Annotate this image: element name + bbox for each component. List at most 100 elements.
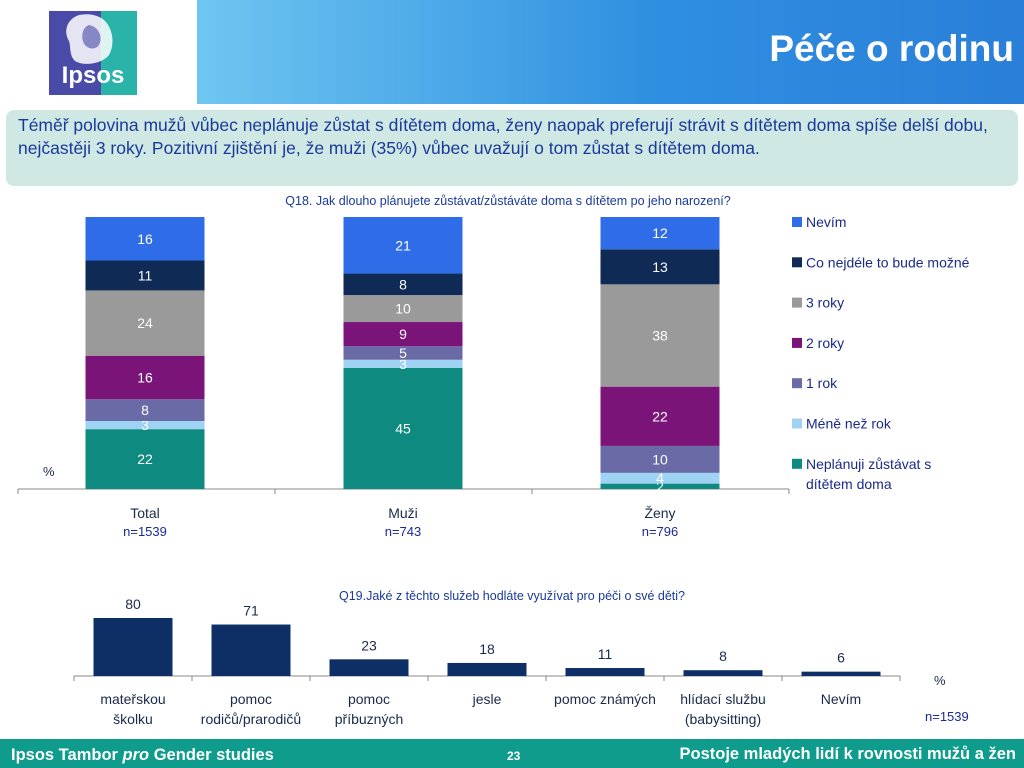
segment-label: 16	[137, 231, 153, 247]
segment-label: 4	[656, 470, 664, 486]
page-number: 23	[507, 749, 521, 763]
bar-hl-dac-slu-bu-babysitting	[683, 670, 763, 676]
category-label-mu-i: Muži	[388, 505, 418, 521]
header-logo-area: Ipsos	[0, 0, 190, 104]
header-bar: Péče o rodinu	[197, 0, 1024, 104]
category-label-hl-dac-slu-bu-babysitting: hlídací službu (babysitting)	[680, 691, 766, 727]
ipsos-logo: Ipsos	[49, 11, 137, 95]
bar-segment-total-nev-m	[85, 217, 205, 261]
legend-swatch-nev-m	[792, 217, 802, 227]
bar-segment-eny-2-roky	[600, 386, 720, 446]
bar-segment-mu-i-nepl-nuji-z-st-vat-s-d-t-tem-doma	[343, 367, 463, 489]
segment-label: 10	[652, 451, 668, 467]
legend-entry-1-rok: 1 rok	[806, 375, 838, 391]
bar-chart: Q19.Jaké z těchto služeb hodláte využíva…	[73, 589, 969, 727]
bar-pomoc-p-buzn-ch	[329, 659, 409, 676]
legend-entry-nev-m: Nevím	[806, 214, 846, 230]
bar-segment-mu-i-3-roky	[343, 295, 463, 323]
segment-label: 45	[395, 420, 411, 436]
bar-segment-eny-3-roky	[600, 284, 720, 387]
segment-label: 3	[141, 417, 149, 433]
sample-size-eny: n=796	[642, 524, 679, 539]
segment-label: 10	[395, 301, 411, 317]
segment-label: 24	[137, 315, 153, 331]
segment-label: 13	[652, 259, 668, 275]
segment-label: 16	[137, 369, 153, 385]
bar-segment-eny-1-rok	[600, 445, 720, 473]
bar-segment-mu-i-nev-m	[343, 217, 463, 274]
chart2-unit-label: %	[934, 673, 946, 688]
legend-swatch-1-rok	[792, 378, 802, 389]
category-label-nev-m: Nevím	[821, 691, 861, 707]
segment-label: 8	[399, 276, 407, 292]
segment-label: 22	[652, 408, 668, 424]
bar-segment-mu-i-m-n-ne-rok	[343, 359, 463, 368]
bar-segment-eny-co-nejd-le-to-bude-mo-n	[600, 249, 720, 285]
bar-segment-total-1-rok	[85, 399, 205, 421]
value-label-pomoc-p-buzn-ch: 23	[361, 637, 377, 653]
bar-segment-total-co-nejd-le-to-bude-mo-n	[85, 260, 205, 291]
bar-segment-total-2-roky	[85, 355, 205, 400]
segment-label: 21	[395, 237, 411, 253]
footer-left-italic: pro	[122, 746, 150, 764]
value-label-mate-skou-kolku: 80	[125, 596, 141, 612]
stacked-bar-chart: Q18. Jak dlouho plánujete zůstávat/zůstá…	[17, 194, 970, 539]
segment-label: 11	[138, 267, 153, 283]
bar-segment-mu-i-1-rok	[343, 346, 463, 360]
intro-text: Téměř polovina mužů vůbec neplánuje zůst…	[18, 115, 988, 158]
segment-label: 3	[399, 356, 407, 372]
legend-swatch-2-roky	[792, 337, 802, 348]
segment-label: 12	[652, 225, 668, 241]
category-label-pomoc-p-buzn-ch: pomoc příbuzných	[335, 691, 403, 727]
legend-entry-2-roky: 2 roky	[806, 335, 844, 351]
sample-size-total: n=1539	[123, 524, 167, 539]
value-label-nev-m: 6	[837, 650, 845, 666]
value-label-pomoc-rodi-prarodi: 71	[243, 603, 259, 619]
bar-segment-mu-i-2-roky	[343, 322, 463, 347]
bar-segment-total-3-roky	[85, 290, 205, 356]
bar-pomoc-zn-m-ch	[565, 668, 645, 676]
segment-label: 8	[141, 402, 149, 418]
category-label-total: Total	[130, 505, 160, 521]
chart2-sample-size: n=1539	[925, 709, 969, 724]
footer-left-suffix: Gender studies	[149, 746, 274, 764]
chart2-question: Q19.Jaké z těchto služeb hodláte využíva…	[339, 589, 685, 603]
bar-nev-m	[801, 671, 881, 676]
bar-segment-eny-m-n-ne-rok	[600, 472, 720, 484]
bar-segment-total-nepl-nuji-z-st-vat-s-d-t-tem-doma	[85, 429, 205, 489]
bar-jesle	[447, 662, 527, 676]
page-title: Péče o rodinu	[769, 28, 1014, 69]
value-label-jesle: 18	[479, 641, 495, 657]
value-label-hl-dac-slu-bu-babysitting: 8	[719, 648, 727, 664]
logo-text: Ipsos	[62, 62, 125, 89]
segment-label: 22	[137, 451, 153, 467]
footer-left-prefix: Ipsos Tambor	[11, 746, 123, 764]
footer-right: Postoje mladých lidí k rovnosti mužů a ž…	[679, 745, 1017, 763]
legend-entry-m-n-ne-rok: Méně než rok	[806, 416, 892, 432]
bar-segment-mu-i-co-nejd-le-to-bude-mo-n	[343, 273, 463, 296]
category-label-pomoc-zn-m-ch: pomoc známých	[554, 691, 656, 707]
value-label-pomoc-zn-m-ch: 11	[598, 646, 613, 662]
chart1-question: Q18. Jak dlouho plánujete zůstávat/zůstá…	[285, 194, 730, 208]
legend-swatch-m-n-ne-rok	[792, 418, 802, 429]
category-label-mate-skou-kolku: mateřskou školku	[100, 691, 165, 727]
legend-swatch-co-nejd-le-to-bude-mo-n	[792, 257, 802, 268]
category-label-eny: Ženy	[644, 505, 675, 521]
bar-mate-skou-kolku	[93, 618, 173, 676]
category-label-jesle: jesle	[472, 691, 502, 707]
legend-entry-co-nejd-le-to-bude-mo-n: Co nejdéle to bude možné	[806, 254, 970, 270]
chart1-unit-label: %	[43, 464, 55, 479]
legend-entry-3-roky: 3 roky	[806, 295, 844, 311]
charts-canvas: Q18. Jak dlouho plánujete zůstávat/zůstá…	[17, 194, 970, 727]
category-label-pomoc-rodi-prarodi: pomoc rodičů/prarodičů	[201, 691, 301, 727]
bar-segment-eny-nepl-nuji-z-st-vat-s-d-t-tem-doma	[600, 483, 720, 489]
segment-label: 9	[399, 326, 407, 342]
bar-segment-total-m-n-ne-rok	[85, 421, 205, 430]
footer-left: Ipsos Tambor pro Gender studies	[11, 746, 274, 765]
segment-label: 5	[399, 345, 407, 361]
intro-box: Téměř polovina mužů vůbec neplánuje zůst…	[6, 110, 1018, 186]
legend-entry-nepl-nuji-z-st-vat-s-d-t-tem-doma: Neplánuji zůstávat s dítětem doma	[806, 456, 931, 492]
legend-swatch-3-roky	[792, 297, 802, 308]
footer-bar: Ipsos Tambor pro Gender studies 23 Posto…	[0, 739, 1024, 768]
sample-size-mu-i: n=743	[385, 524, 422, 539]
